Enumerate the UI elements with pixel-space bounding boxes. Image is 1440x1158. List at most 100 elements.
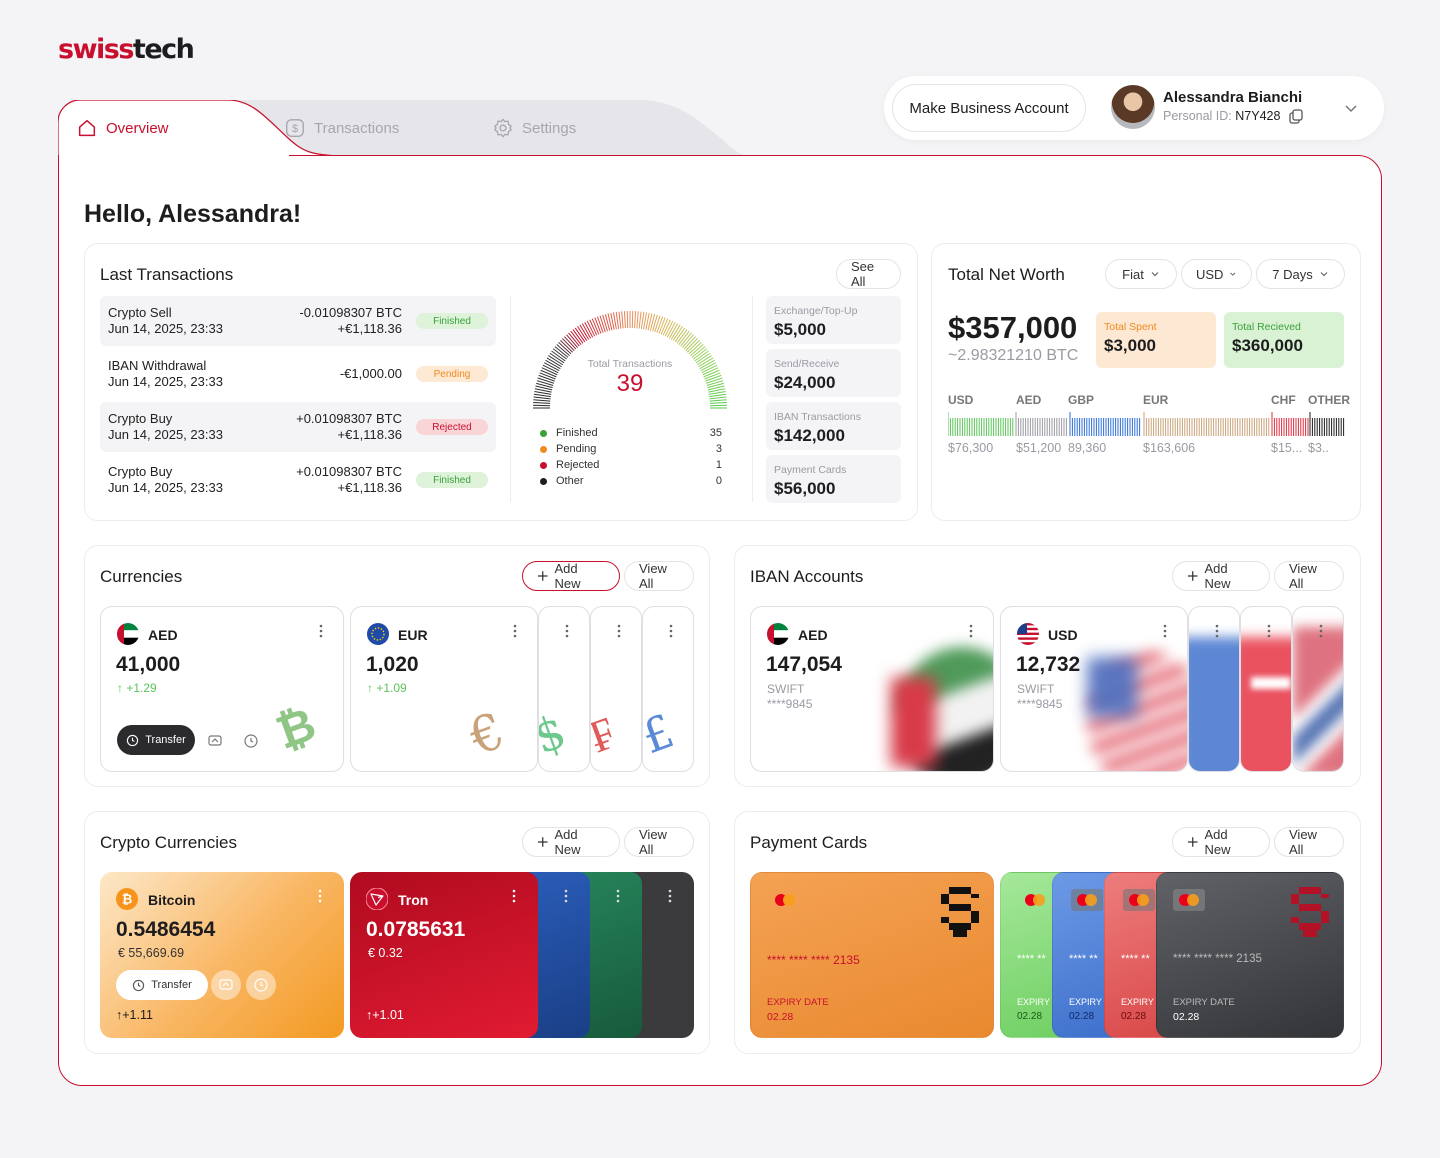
gauge-tick: [623, 311, 626, 329]
period-select[interactable]: 7 Days: [1256, 259, 1345, 289]
tab-overview[interactable]: Overview: [76, 116, 169, 140]
fiat-select[interactable]: Fiat: [1105, 259, 1177, 289]
more-icon[interactable]: [512, 889, 516, 903]
add-iban-button[interactable]: Add New: [1172, 561, 1270, 591]
gauge-tick: [599, 315, 606, 333]
gauge-tick: [574, 327, 586, 343]
net-worth-btc: ~2.98321210 BTC: [948, 347, 1079, 364]
gauge-tick: [610, 312, 615, 330]
copy-icon[interactable]: [1287, 108, 1305, 126]
euro-symbol: €: [462, 701, 512, 767]
transfer-button[interactable]: Transfer: [117, 725, 195, 755]
chevron-down-icon[interactable]: [1343, 100, 1359, 116]
svg-text:₿: ₿: [122, 893, 133, 908]
divider: [510, 296, 511, 502]
personal-id: Personal ID: N7Y428: [1163, 109, 1281, 123]
more-icon[interactable]: [318, 889, 322, 903]
currency-card-eur[interactable]: EUR 1,020 ↑ +1.09 €: [350, 606, 538, 772]
stat-exchange[interactable]: Exchange/Top-Up $5,000: [766, 296, 901, 344]
avatar[interactable]: [1111, 85, 1155, 129]
tab-transactions[interactable]: $ Transactions: [284, 116, 399, 140]
tab-settings[interactable]: Settings: [492, 116, 576, 140]
user-name: Alessandra Bianchi: [1163, 89, 1303, 106]
more-icon[interactable]: [565, 624, 569, 638]
iban-card-usd[interactable]: USD 12,732 SWIFT ****9845: [1000, 606, 1188, 772]
more-icon[interactable]: [513, 624, 517, 638]
mastercard-icon: [1071, 889, 1103, 911]
gauge-tick: [551, 350, 566, 362]
iban-card-stacked[interactable]: [1188, 606, 1240, 772]
more-icon[interactable]: [616, 889, 620, 903]
gauge-tick: [702, 367, 719, 376]
more-icon[interactable]: [1319, 624, 1323, 638]
more-icon[interactable]: [1215, 624, 1219, 638]
currency-card-stacked[interactable]: £: [642, 606, 694, 772]
crypto-card-tron[interactable]: Tron 0.0785631 € 0.32 ↑+1.01: [350, 872, 538, 1038]
add-currency-button[interactable]: Add New: [522, 561, 620, 591]
view-all-payment-cards-button[interactable]: View All: [1274, 827, 1344, 857]
usa-flag-icon: [1017, 623, 1039, 645]
crypto-card-bitcoin[interactable]: ₿ Bitcoin 0.5486454 € 55,669.69 Transfer…: [100, 872, 344, 1038]
more-icon[interactable]: [969, 624, 973, 638]
tab-bar-background: [58, 100, 748, 157]
more-icon[interactable]: [1267, 624, 1271, 638]
more-icon[interactable]: [617, 624, 621, 638]
payment-card-grey[interactable]: **** **** **** 2135 EXPIRY DATE 02.28: [1156, 872, 1344, 1038]
view-all-iban-button[interactable]: View All: [1274, 561, 1344, 591]
gauge-legend: Finished 35 Pending 3 Rejected 1 Other 0: [540, 425, 722, 489]
gauge-tick: [704, 372, 721, 380]
add-crypto-button[interactable]: Add New: [522, 827, 620, 857]
legend-item: Other 0: [540, 473, 722, 489]
mastercard-icon: [1173, 889, 1205, 911]
currency-card-stacked[interactable]: $: [538, 606, 590, 772]
more-icon[interactable]: [1163, 624, 1167, 638]
exchange-icon[interactable]: [207, 733, 223, 749]
gauge-tick: [618, 311, 622, 329]
more-icon[interactable]: [564, 889, 568, 903]
table-row[interactable]: Crypto Buy Jun 14, 2025, 23:33 +0.010983…: [100, 455, 496, 505]
more-icon[interactable]: [319, 624, 323, 638]
gauge-tick: [558, 342, 572, 355]
currency-card-aed[interactable]: AED 41,000 ↑ +1.29 Transfer ₿: [100, 606, 344, 772]
cur-amount-eur: $163,606: [1143, 441, 1196, 455]
flag-blur: [1241, 637, 1291, 771]
more-icon[interactable]: [669, 624, 673, 638]
gauge-tick: [685, 338, 698, 351]
payment-card-orange[interactable]: **** **** **** 2135 EXPIRY DATE 02.28: [750, 872, 994, 1038]
legend-dot: [540, 429, 547, 437]
make-business-account-button[interactable]: Make Business Account: [892, 84, 1086, 132]
iban-card-stacked[interactable]: [1240, 606, 1292, 772]
see-all-button[interactable]: See All: [836, 259, 901, 289]
gauge-tick: [694, 350, 709, 362]
exchange-button[interactable]: [211, 970, 241, 1000]
gauge-tick: [664, 320, 674, 337]
brand-logo[interactable]: swisstech: [58, 34, 195, 65]
stat-iban[interactable]: IBAN Transactions $142,000: [766, 402, 901, 450]
gauge-tick: [690, 344, 704, 356]
table-row[interactable]: IBAN Withdrawal Jun 14, 2025, 23:33 -€1,…: [100, 349, 496, 399]
divider: [752, 296, 753, 502]
mastercard-icon: [1025, 894, 1045, 906]
swisstech-emblem-icon: [1291, 887, 1329, 937]
stat-payment-cards[interactable]: Payment Cards $56,000: [766, 455, 901, 503]
currency-card-stacked[interactable]: ₣: [590, 606, 642, 772]
table-row[interactable]: Crypto Buy Jun 14, 2025, 23:33 +0.010983…: [100, 402, 496, 452]
view-all-currencies-button[interactable]: View All: [624, 561, 694, 591]
currency-select[interactable]: USD: [1181, 259, 1252, 289]
view-all-crypto-button[interactable]: View All: [624, 827, 694, 857]
history-button[interactable]: [246, 970, 276, 1000]
gauge-tick: [572, 329, 584, 344]
iban-card-stacked[interactable]: [1292, 606, 1344, 772]
transfer-button[interactable]: Transfer: [116, 970, 208, 1000]
add-payment-card-button[interactable]: Add New: [1172, 827, 1270, 857]
legend-item: Finished 35: [540, 425, 722, 441]
iban-card-aed[interactable]: AED 147,054 SWIFT ****9845: [750, 606, 994, 772]
gauge-tick: [705, 374, 722, 382]
history-icon[interactable]: [243, 733, 259, 749]
table-row[interactable]: Crypto Sell Jun 14, 2025, 23:33 -0.01098…: [100, 296, 496, 346]
gauge-tick: [596, 316, 604, 333]
more-icon[interactable]: [668, 889, 672, 903]
stat-send-receive[interactable]: Send/Receive $24,000: [766, 349, 901, 397]
dollar-icon: $: [286, 119, 304, 137]
gauge-tick: [533, 393, 551, 398]
